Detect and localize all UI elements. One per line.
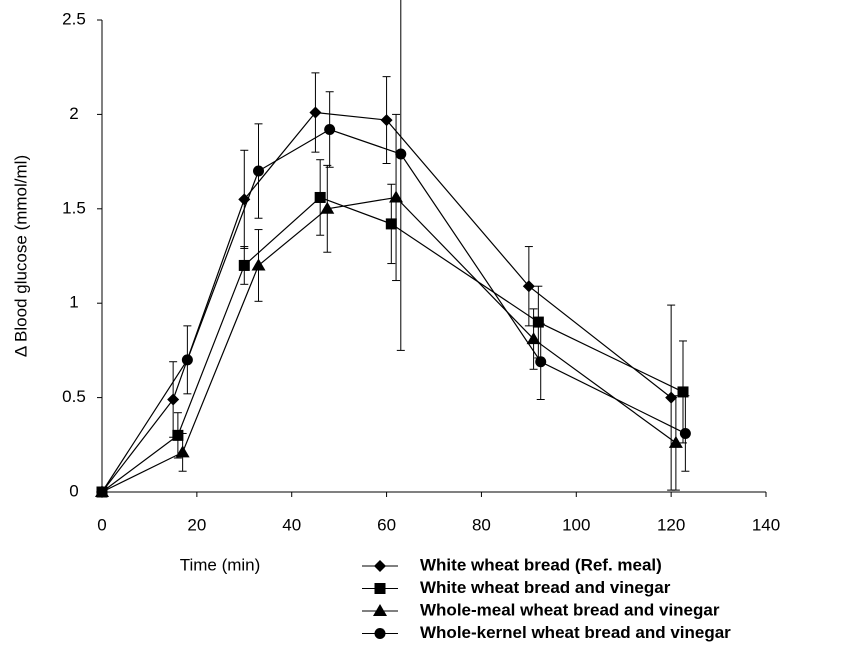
legend-label: White wheat bread (Ref. meal)	[420, 555, 662, 574]
series-line	[101, 111, 672, 493]
legend-label: Whole-kernel wheat bread and vinegar	[420, 623, 731, 642]
x-tick-label: 100	[562, 515, 590, 534]
legend-label: White wheat bread and vinegar	[420, 578, 671, 597]
legend-marker	[373, 604, 387, 616]
marker	[251, 258, 266, 271]
x-tick-label: 140	[752, 515, 780, 534]
legend-marker	[374, 560, 386, 572]
y-tick-label: 2.5	[62, 9, 86, 28]
x-tick-label: 80	[472, 515, 491, 534]
y-tick-label: 0.5	[62, 387, 86, 406]
marker	[167, 393, 180, 406]
error-bar	[396, 0, 405, 351]
marker	[314, 191, 326, 203]
marker	[532, 316, 544, 328]
y-tick-label: 1	[69, 293, 78, 312]
marker	[238, 259, 250, 271]
y-tick-label: 1.5	[62, 198, 86, 217]
marker	[175, 445, 190, 458]
marker	[535, 356, 547, 368]
marker	[668, 435, 683, 448]
x-tick-label: 60	[377, 515, 396, 534]
marker	[181, 354, 193, 366]
marker	[172, 429, 184, 441]
series-line	[101, 196, 684, 493]
marker	[324, 124, 336, 136]
marker	[385, 218, 397, 230]
x-axis-label: Time (min)	[180, 555, 261, 574]
y-axis-label: Δ Blood glucose (mmol/ml)	[11, 155, 30, 357]
marker	[380, 114, 393, 127]
series-line	[101, 196, 677, 493]
marker	[679, 427, 691, 439]
x-tick-label: 120	[657, 515, 685, 534]
marker	[677, 386, 689, 398]
x-tick-label: 20	[187, 515, 206, 534]
marker	[309, 106, 322, 119]
marker	[389, 190, 404, 203]
legend-marker	[374, 628, 386, 639]
marker	[320, 201, 335, 214]
x-tick-label: 40	[282, 515, 301, 534]
legend-marker	[374, 583, 386, 594]
legend-label: Whole-meal wheat bread and vinegar	[420, 600, 720, 619]
y-tick-label: 0	[69, 481, 78, 500]
marker	[526, 332, 541, 345]
marker	[96, 486, 108, 498]
marker	[253, 165, 265, 177]
marker	[395, 148, 407, 160]
marker	[522, 280, 535, 293]
marker	[665, 391, 678, 404]
y-tick-label: 2	[69, 104, 78, 123]
x-tick-label: 0	[97, 515, 106, 534]
